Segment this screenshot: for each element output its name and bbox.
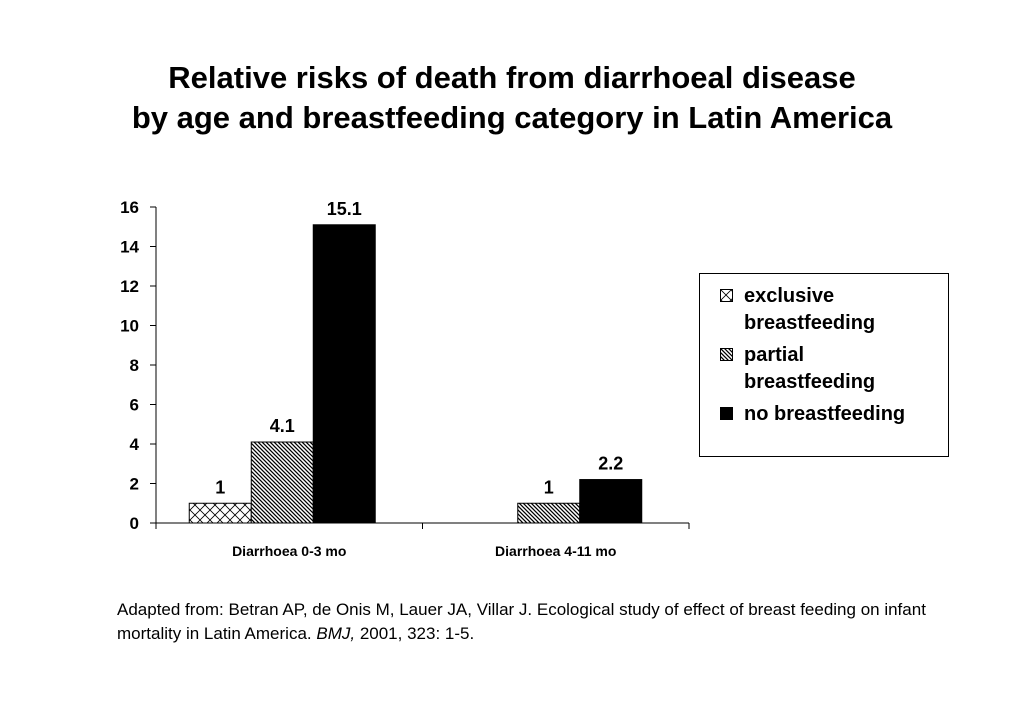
legend-label-exclusive: exclusive breastfeeding: [744, 285, 876, 334]
data-label: 2.2: [598, 454, 623, 474]
y-tick-label: 8: [130, 356, 139, 375]
chart-bars: [188, 224, 643, 524]
bar-diagonal: [250, 441, 314, 524]
data-label: 1: [544, 477, 554, 497]
x-category-label: Diarrhoea 0-3 mo: [232, 543, 346, 559]
chart-title: Relative risks of death from diarrhoeal …: [0, 58, 1024, 138]
data-label: 15.1: [327, 199, 362, 219]
source-journal: BMJ,: [316, 624, 356, 643]
x-category-label: Diarrhoea 4-11 mo: [495, 543, 616, 559]
bar-solid: [312, 224, 376, 524]
y-tick-label: 16: [120, 198, 139, 217]
y-tick-label: 12: [120, 277, 139, 296]
data-label: 4.1: [270, 416, 295, 436]
legend-label-none: no breastfeeding: [744, 403, 906, 425]
y-tick-label: 10: [120, 317, 139, 336]
source-citation-detail: 2001, 323: 1-5.: [355, 624, 475, 643]
bar-crosshatch: [188, 502, 252, 524]
legend-label-partial: partial breastfeeding: [744, 344, 876, 393]
y-tick-label: 2: [130, 475, 139, 494]
bar-diagonal: [517, 502, 581, 524]
y-tick-label: 4: [130, 435, 140, 454]
source-citation: Adapted from: Betran AP, de Onis M, Laue…: [117, 598, 937, 646]
chart-title-line-2: by age and breastfeeding category in Lat…: [131, 100, 893, 135]
y-tick-label: 6: [130, 396, 139, 415]
source-text: Adapted from: Betran AP, de Onis M, Laue…: [117, 600, 926, 643]
chart-legend: exclusive breastfeeding partial breastfe…: [699, 273, 949, 457]
legend-swatch-solid: [720, 407, 733, 420]
bar-solid: [579, 479, 643, 524]
legend-swatch-crosshatch: [720, 289, 733, 302]
y-tick-label: 14: [120, 238, 139, 257]
chart-title-line-1: Relative risks of death from diarrhoeal …: [168, 60, 856, 95]
y-tick-label: 0: [130, 514, 139, 533]
chart-axes: 0 2 4 6 8 10 12 14 16: [120, 198, 690, 533]
chart-labels: Diarrhoea 0-3 mo 1 4.1 15.1 Diarrhoea 4-11 m…: [215, 199, 623, 559]
data-label: 1: [215, 477, 225, 497]
legend-swatch-diagonal: [720, 348, 733, 361]
